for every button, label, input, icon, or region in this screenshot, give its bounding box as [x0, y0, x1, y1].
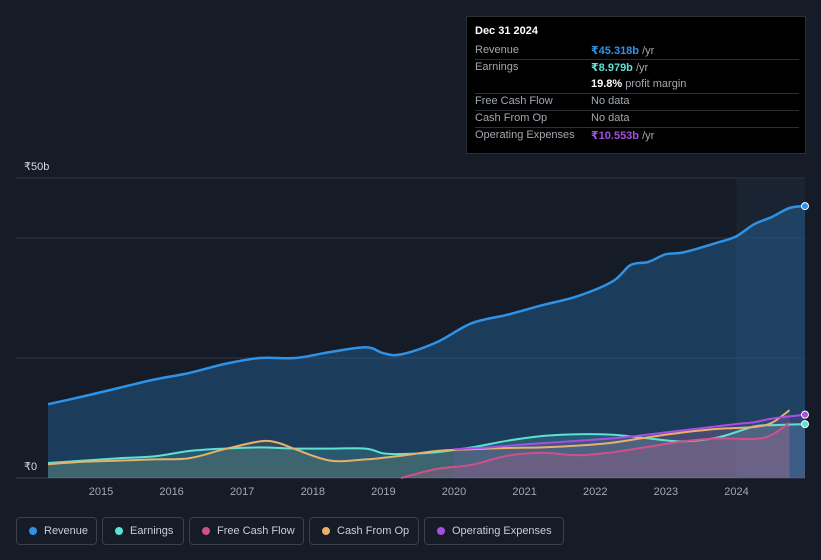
x-tick-label: 2021 — [512, 486, 536, 498]
earnings-end-marker — [801, 420, 809, 429]
legend-label: Earnings — [130, 525, 174, 537]
series-lines — [47, 204, 806, 479]
legend-item-revenue[interactable]: Revenue — [16, 517, 97, 545]
revenue-area — [48, 206, 805, 478]
x-tick-label: 2019 — [371, 486, 395, 498]
cash-from-op-area — [48, 410, 790, 478]
tooltip-value-margin: 19.8% — [591, 78, 623, 90]
tooltip-value-revenue: ₹45.318b — [591, 45, 640, 57]
x-tick-label: 2016 — [159, 486, 183, 498]
tooltip-row-margin: 19.8% profit margin — [467, 76, 807, 93]
tooltip-row-earnings: Earnings ₹8.979b /yr — [467, 59, 807, 76]
legend-dot-icon — [29, 527, 37, 535]
tooltip-label: Cash From Op — [475, 112, 548, 124]
operating-expenses-end-marker — [801, 410, 809, 419]
tooltip-date: Dec 31 2024 — [475, 25, 538, 37]
operating-expenses-line — [453, 413, 806, 451]
revenue-end-marker — [801, 202, 809, 211]
x-tick-label: 2015 — [89, 486, 113, 498]
x-tick-label: 2018 — [301, 486, 325, 498]
free-cash-flow-area — [401, 422, 790, 478]
chart-axes: ₹50b ₹0 2015 2016 2017 2018 2019 2020 2021 2022 20… — [24, 161, 749, 498]
y-tick-label: ₹0 — [24, 461, 37, 473]
legend-dot-icon — [437, 527, 445, 535]
tooltip-row-opex: Operating Expenses ₹10.553b /yr — [467, 127, 807, 144]
x-tick-label: 2022 — [583, 486, 607, 498]
tooltip-row-fcf: Free Cash Flow No data — [467, 93, 807, 110]
tooltip-label: Free Cash Flow — [475, 95, 553, 107]
legend-label: Revenue — [44, 525, 89, 537]
legend-item-operating-expenses[interactable]: Operating Expenses — [424, 517, 564, 545]
legend-dot-icon — [115, 527, 123, 535]
tooltip-label: Earnings — [475, 61, 519, 73]
financial-chart: ₹50b ₹0 2015 2016 2017 2018 2019 2020 2021 2022 20… — [16, 161, 809, 498]
legend-item-free-cash-flow[interactable]: Free Cash Flow — [189, 517, 304, 545]
chart-grid — [16, 177, 805, 479]
tooltip-row-revenue: Revenue ₹45.318b /yr — [467, 42, 807, 59]
tooltip-label: Revenue — [475, 44, 520, 56]
legend-dot-icon — [202, 527, 210, 535]
tooltip-value-cfo: No data — [591, 112, 630, 124]
legend-item-cash-from-op[interactable]: Cash From Op — [309, 517, 419, 545]
revenue-line — [47, 204, 806, 406]
tooltip-unit: /yr — [639, 130, 655, 142]
hover-tooltip: Dec 31 2024 Revenue ₹45.318b /yr Earning… — [466, 16, 806, 154]
legend-dot-icon — [322, 527, 330, 535]
tooltip-unit: /yr — [632, 62, 649, 74]
x-tick-label: 2017 — [230, 486, 254, 498]
tooltip-unit: profit margin — [622, 78, 687, 90]
legend-item-earnings[interactable]: Earnings — [102, 517, 184, 545]
series-markers — [801, 202, 809, 429]
y-tick-label: ₹50b — [24, 161, 49, 173]
operating-expenses-area — [454, 414, 805, 478]
tooltip-row-cfo: Cash From Op No data — [467, 110, 807, 127]
legend-label: Free Cash Flow — [217, 525, 295, 537]
x-tick-label: 2024 — [724, 486, 748, 498]
tooltip-value-opex: ₹10.553b — [591, 130, 640, 142]
tooltip-value-earnings: ₹8.979b — [591, 62, 633, 74]
tooltip-label: Operating Expenses — [475, 129, 575, 141]
legend-label: Cash From Op — [337, 525, 410, 537]
tooltip-value-fcf: No data — [591, 95, 630, 107]
x-tick-label: 2020 — [442, 486, 466, 498]
x-tick-label: 2023 — [654, 486, 678, 498]
legend-label: Operating Expenses — [452, 525, 552, 537]
free-cash-flow-line — [400, 421, 791, 479]
tooltip-unit: /yr — [639, 45, 655, 57]
series-fills — [48, 206, 805, 478]
cash-from-op-line — [47, 409, 791, 466]
